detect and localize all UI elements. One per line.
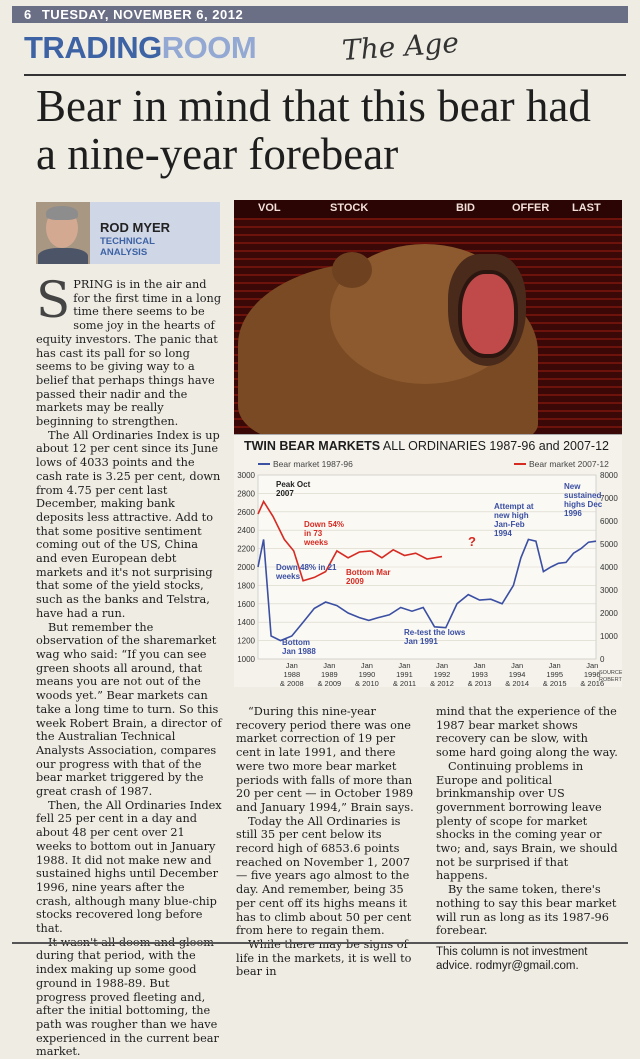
byline-box: ROD MYER TECHNICAL ANALYSIS: [36, 202, 220, 264]
paragraph: By the same token, there's nothing to sa…: [436, 883, 617, 938]
x-tick-label: 1995: [546, 670, 563, 679]
x-tick-label-2: & 2012: [430, 679, 454, 687]
chart-annotation: Attempt at new high Jan-Feb 1994: [494, 502, 534, 538]
x-tick-label: Jan: [398, 661, 410, 670]
paragraph: Then, the All Ordinaries Index fell 25 p…: [36, 798, 222, 936]
right-tick-label: 6000: [600, 517, 618, 526]
x-tick-label-2: & 2009: [317, 679, 341, 687]
left-tick-label: 1400: [237, 618, 255, 627]
drop-cap: S: [36, 271, 71, 329]
bottom-rule: [12, 942, 628, 944]
paragraph: Today the All Ordinaries is still 35 per…: [236, 814, 412, 938]
x-tick-label: 1993: [471, 670, 488, 679]
x-tick-label: Jan: [474, 661, 486, 670]
page-number: 6: [24, 7, 32, 22]
chart-annotation: Re-test the lows Jan 1991: [404, 628, 466, 646]
right-tick-label: 4000: [600, 563, 618, 572]
legend-label: Bear market 2007-12: [529, 459, 609, 469]
x-tick-label: 1990: [359, 670, 376, 679]
x-tick-label: 1996: [584, 670, 601, 679]
author-name: ROD MYER: [100, 220, 171, 235]
chart-svg: 3000 2800 2600 2400 2200 2000 1800 1600 1400 1200…: [237, 459, 622, 687]
x-tick-label: Jan: [511, 661, 523, 670]
x-tick-label: Jan: [436, 661, 448, 670]
paragraph: But remember the observation of the shar…: [36, 620, 222, 799]
legend-label: Bear market 1987-96: [273, 459, 353, 469]
right-tick-label: 0: [600, 655, 605, 664]
x-tick-label-2: & 2008: [280, 679, 304, 687]
right-tick-label: 2000: [600, 609, 618, 618]
x-tick-label: 1994: [509, 670, 526, 679]
headline: Bear in mind that this bear had a nine-y…: [36, 81, 591, 179]
x-tick-label: 1989: [321, 670, 338, 679]
chart-source: SOURCE:: [599, 670, 622, 676]
x-tick-label-2: & 2015: [543, 679, 567, 687]
left-tick-label: 1000: [237, 655, 255, 664]
x-tick-label: 1992: [434, 670, 451, 679]
section-divider: [24, 74, 626, 76]
page-header-bar: 6 TUESDAY, NOVEMBER 6, 2012: [12, 6, 628, 23]
chart-annotation: Peak Oct 2007: [276, 480, 311, 498]
right-tick-label: 3000: [600, 586, 618, 595]
left-tick-label: 2400: [237, 526, 255, 535]
series-line-1: [257, 538, 597, 642]
chart-annotation: ?: [468, 534, 476, 549]
chart-annotation: New sustained highs Dec 1996: [564, 482, 603, 518]
right-tick-label: 7000: [600, 494, 618, 503]
x-tick-label-2: & 2014: [505, 679, 529, 687]
x-tick-label-2: & 2013: [468, 679, 492, 687]
right-tick-label: 5000: [600, 540, 618, 549]
left-tick-label: 2600: [237, 508, 255, 517]
x-tick-label-2: & 2011: [393, 679, 416, 687]
left-tick-label: 2800: [237, 489, 255, 498]
publication-date: TUESDAY, NOVEMBER 6, 2012: [41, 7, 244, 22]
chart-annotation: Bottom Jan 1988: [282, 638, 316, 656]
x-tick-label: Jan: [286, 661, 298, 670]
paragraph: While there may be signs of life in the …: [236, 937, 412, 979]
handwritten-note: The Age: [340, 25, 460, 68]
author-photo: [36, 202, 90, 264]
series-line-2: [257, 499, 443, 582]
paragraph: Continuing problems in Europe and politi…: [436, 759, 618, 883]
paragraph: mind that the experience of the 1987 bea…: [436, 705, 618, 760]
article-column-3: mind that the experience of the 1987 bea…: [436, 705, 620, 973]
paragraph: It wasn't all doom and gloom during that…: [36, 936, 219, 1059]
left-tick-label: 1200: [237, 637, 255, 646]
article-column-2: “During this nine-year recovery period t…: [236, 705, 418, 979]
bear-photo: VOL STOCK BID OFFER LAST: [234, 200, 622, 434]
right-tick-label: 1000: [600, 632, 618, 641]
disclaimer: This column is not investment advice. ro…: [436, 945, 588, 972]
x-tick-label-2: & 2010: [355, 679, 379, 687]
x-tick-label-2: & 2016: [580, 679, 604, 687]
left-tick-label: 2000: [237, 563, 255, 572]
paragraph: “During this nine-year recovery period t…: [236, 705, 414, 814]
left-tick-label: 2200: [237, 545, 255, 554]
chart-source: ROBERT BRAIN: [599, 677, 622, 683]
chart-annotation: Down 54% in 73 weeks: [303, 520, 344, 547]
x-tick-label: Jan: [549, 661, 561, 670]
paragraph: The All Ordinaries Index is up about 12 …: [36, 428, 221, 620]
x-tick-label: Jan: [361, 661, 373, 670]
x-tick-label: Jan: [323, 661, 335, 670]
section-title: TRADINGROOM: [24, 30, 257, 65]
paragraph: PRING is in the air and for the first ti…: [36, 278, 222, 429]
x-tick-label: Jan: [586, 661, 598, 670]
right-tick-label: 8000: [600, 471, 618, 480]
left-tick-label: 1600: [237, 600, 255, 609]
chart-title: TWIN BEAR MARKETS ALL ORDINARIES 1987-96…: [244, 439, 609, 453]
chart-panel: TWIN BEAR MARKETS ALL ORDINARIES 1987-96…: [234, 434, 622, 687]
x-tick-label: 1991: [396, 670, 413, 679]
author-tagline: TECHNICAL ANALYSIS: [100, 236, 155, 258]
left-tick-label: 3000: [237, 471, 255, 480]
left-tick-label: 1800: [237, 581, 255, 590]
chart-annotation: Down 48% in 21 weeks: [275, 563, 337, 581]
chart-annotation: Bottom Mar 2009: [346, 568, 390, 586]
x-tick-label: 1988: [283, 670, 300, 679]
